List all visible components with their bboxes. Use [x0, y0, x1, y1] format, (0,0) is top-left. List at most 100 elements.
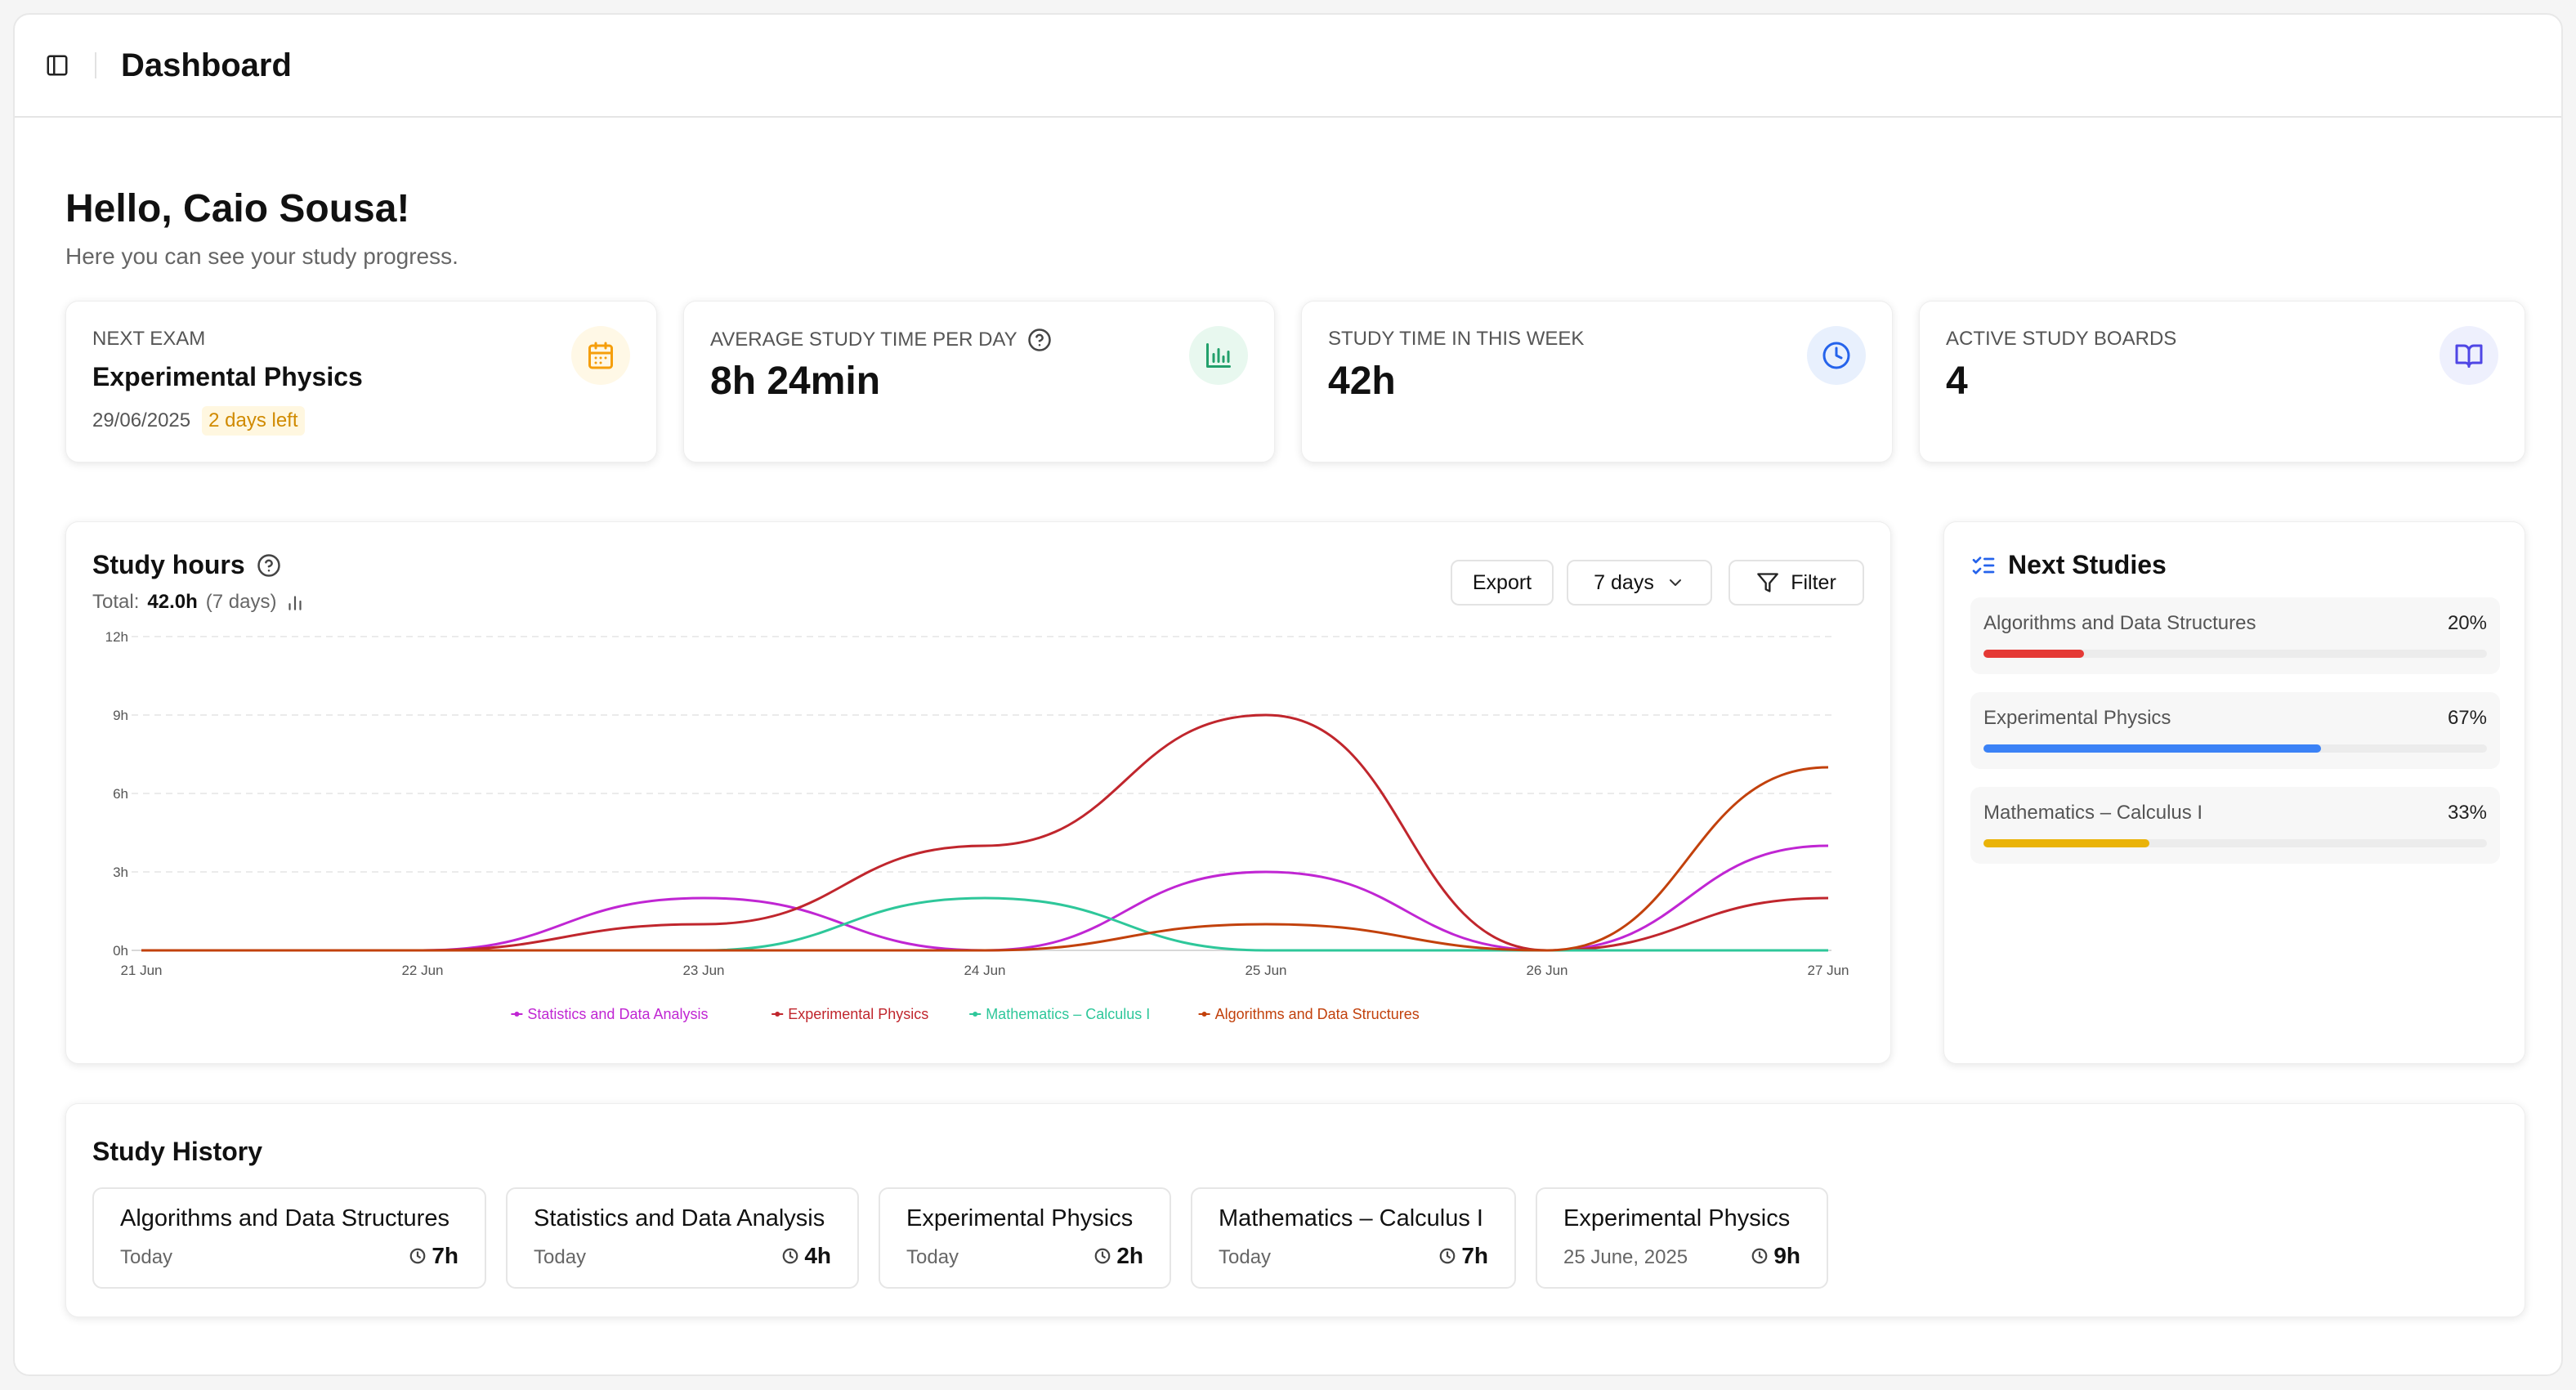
next-study-percent: 20% — [2447, 612, 2487, 634]
avg-study-time-card: Average study time per day 8h 24min — [683, 301, 1275, 463]
history-item-duration: 2h — [1093, 1243, 1143, 1269]
total-prefix: Total: — [92, 591, 140, 613]
week-study-time-card: Study time in this week 42h — [1301, 301, 1893, 463]
avg-time-label-row: Average study time per day — [710, 328, 1052, 352]
greeting-subtitle: Here you can see your study progress. — [65, 244, 458, 269]
history-item-duration: 7h — [1438, 1243, 1488, 1269]
study-hours-card: Study hours Total: 42.0h (7 days) Export 7… — [65, 521, 1891, 1064]
legend-label: Mathematics – Calculus I — [986, 1006, 1150, 1022]
range-label: 7 days — [1594, 570, 1654, 594]
history-item-date: Today — [120, 1246, 173, 1268]
history-item-duration: 7h — [409, 1243, 458, 1269]
history-item[interactable]: Experimental Physics 25 June, 2025 9h — [1536, 1187, 1828, 1289]
progress-fill — [1983, 839, 2150, 847]
y-tick-label: 6h — [113, 786, 128, 802]
boards-label: Active study boards — [1946, 328, 2177, 350]
next-study-name: Experimental Physics — [1983, 707, 2171, 729]
filter-label: Filter — [1791, 570, 1836, 594]
history-item-duration-value: 7h — [432, 1243, 458, 1268]
next-exam-label: Next Exam — [92, 328, 206, 350]
progress-fill — [1983, 744, 2321, 753]
y-tick-label: 12h — [105, 629, 128, 645]
x-tick-label: 27 Jun — [1807, 963, 1849, 978]
next-study-item[interactable]: Experimental Physics 67% — [1970, 692, 2500, 769]
chevron-down-icon — [1669, 579, 1681, 586]
help-icon[interactable] — [1027, 328, 1052, 352]
clock-small-icon — [1751, 1248, 1768, 1264]
history-item-name: Experimental Physics — [1563, 1205, 1791, 1231]
progress-track — [1983, 839, 2487, 847]
top-bar: Dashboard — [15, 15, 2561, 118]
help-icon[interactable] — [257, 553, 281, 578]
topbar-divider — [95, 52, 96, 78]
history-item-duration-value: 2h — [1116, 1243, 1143, 1268]
history-item-date: Today — [534, 1246, 587, 1268]
bar-chart-small-icon — [288, 596, 302, 610]
series-line — [141, 896, 1828, 952]
history-item-name: Experimental Physics — [906, 1205, 1134, 1231]
history-item-duration-value: 9h — [1773, 1243, 1800, 1268]
bar-chart-icon — [1189, 326, 1248, 385]
study-history-card: Study History Algorithms and Data Struct… — [65, 1103, 2525, 1317]
total-suffix: (7 days) — [205, 591, 277, 613]
history-item-date: 25 June, 2025 — [1563, 1246, 1688, 1268]
clock-small-icon — [1439, 1248, 1456, 1264]
history-item[interactable]: Mathematics – Calculus I Today 7h — [1191, 1187, 1516, 1289]
y-tick-label: 0h — [113, 943, 128, 959]
range-select[interactable]: 7 days — [1567, 560, 1712, 606]
next-studies-title: Next Studies — [2008, 550, 2167, 579]
export-button[interactable]: Export — [1451, 560, 1554, 606]
legend-label: Algorithms and Data Structures — [1215, 1006, 1420, 1022]
list-checks-icon — [1972, 556, 1995, 574]
next-study-percent: 33% — [2447, 802, 2487, 824]
history-item-duration: 4h — [781, 1243, 831, 1269]
progress-fill — [1983, 650, 2085, 658]
next-exam-value: Experimental Physics — [92, 362, 363, 391]
avg-time-value: 8h 24min — [710, 360, 881, 403]
history-item[interactable]: Algorithms and Data Structures Today 7h — [92, 1187, 486, 1289]
sidebar-toggle-icon[interactable] — [44, 52, 70, 78]
history-item-name: Algorithms and Data Structures — [120, 1205, 449, 1231]
x-tick-label: 24 Jun — [964, 963, 1005, 978]
next-exam-meta: 29/06/2025 2 days left — [92, 406, 305, 436]
next-study-percent: 67% — [2447, 707, 2487, 729]
history-item[interactable]: Experimental Physics Today 2h — [879, 1187, 1171, 1289]
filter-button[interactable]: Filter — [1729, 560, 1864, 606]
history-item-name: Statistics and Data Analysis — [534, 1205, 825, 1231]
next-study-item[interactable]: Mathematics – Calculus I 33% — [1970, 787, 2500, 864]
legend-label: Statistics and Data Analysis — [527, 1006, 708, 1022]
y-tick-label: 3h — [113, 865, 128, 880]
history-item-date: Today — [906, 1246, 959, 1268]
history-item[interactable]: Statistics and Data Analysis Today 4h — [506, 1187, 859, 1289]
clock-small-icon — [409, 1248, 426, 1264]
legend-label: Experimental Physics — [788, 1006, 928, 1022]
next-studies-title-row: Next Studies — [1970, 550, 2167, 580]
total-value: 42.0h — [147, 591, 198, 613]
series-line — [141, 766, 1829, 952]
study-hours-chart: 0h 3h 6h 9h 12h 21 Jun 22 Jun 23 Jun 24 Jun 25 Ju… — [105, 629, 1849, 1022]
x-tick-label: 21 Jun — [120, 963, 162, 978]
history-item-name: Mathematics – Calculus I — [1219, 1205, 1483, 1231]
study-history-title: Study History — [92, 1137, 263, 1166]
clock-small-icon — [782, 1248, 798, 1264]
progress-track — [1983, 650, 2487, 658]
history-item-duration: 9h — [1751, 1243, 1800, 1269]
study-hours-title: Study hours — [92, 550, 245, 579]
next-study-item[interactable]: Algorithms and Data Structures 20% — [1970, 597, 2500, 674]
x-tick-label: 26 Jun — [1526, 963, 1568, 978]
clock-small-icon — [1094, 1248, 1111, 1264]
legend-marker-dot — [775, 1012, 780, 1017]
history-item-duration-value: 7h — [1461, 1243, 1488, 1268]
book-open-icon — [2440, 326, 2498, 385]
progress-track — [1983, 744, 2487, 753]
legend-marker-dot — [973, 1012, 978, 1017]
next-study-name: Algorithms and Data Structures — [1983, 612, 2256, 634]
next-exam-date: 29/06/2025 — [92, 409, 191, 431]
active-boards-card: Active study boards 4 — [1919, 301, 2525, 463]
study-hours-title-row: Study hours — [92, 550, 281, 580]
boards-value: 4 — [1946, 360, 1968, 403]
legend-marker-dot — [1201, 1012, 1207, 1017]
next-exam-card: Next Exam Experimental Physics 29/06/202… — [65, 301, 657, 463]
app-window: Dashboard Hello, Caio Sousa! Here you ca… — [13, 13, 2563, 1376]
avg-time-label: Average study time per day — [710, 329, 1017, 351]
